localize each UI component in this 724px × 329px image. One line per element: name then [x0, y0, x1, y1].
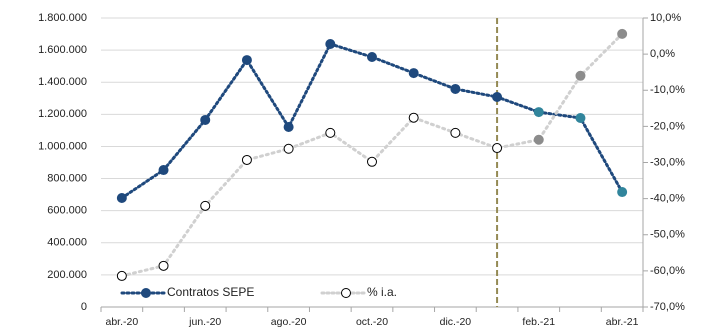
y-tick-label: 0 — [81, 301, 87, 313]
y2-tick-label: -40,0% — [650, 193, 685, 205]
data-point — [241, 55, 252, 66]
data-point — [408, 112, 419, 123]
data-point — [575, 113, 586, 124]
data-point — [200, 200, 211, 211]
data-point — [158, 165, 169, 176]
y2-tick-label: -10,0% — [650, 84, 685, 96]
x-tick-label: abr.-21 — [606, 316, 639, 328]
x-tick-label: dic.-20 — [440, 316, 472, 328]
y2-tick-label: 0,0% — [650, 48, 675, 60]
data-point — [283, 143, 294, 154]
y2-tick-label: -70,0% — [650, 301, 685, 313]
y2-tick-label: -60,0% — [650, 265, 685, 277]
data-point — [325, 39, 336, 50]
data-point — [241, 154, 252, 165]
y-tick-label: 600.000 — [47, 205, 87, 217]
y2-tick-label: 10,0% — [650, 12, 681, 24]
y-tick-label: 400.000 — [47, 237, 87, 249]
data-point — [533, 134, 544, 145]
x-tick-label: ago.-20 — [271, 316, 307, 328]
legend-marker — [141, 288, 151, 298]
x-tick-label: feb.-21 — [522, 316, 555, 328]
data-point — [116, 192, 127, 203]
data-point — [200, 114, 211, 125]
data-point — [283, 122, 294, 133]
data-point — [325, 127, 336, 138]
series-line — [120, 42, 624, 200]
x-tick-label: jun.-20 — [188, 316, 221, 328]
data-point — [450, 127, 461, 138]
data-point — [617, 187, 628, 198]
data-point — [116, 270, 127, 281]
legend-marker — [341, 288, 351, 298]
data-point — [533, 107, 544, 118]
data-point — [408, 68, 419, 79]
y2-tick-label: -20,0% — [650, 120, 685, 132]
y2-tick-label: -30,0% — [650, 156, 685, 168]
x-tick-label: oct.-20 — [356, 316, 388, 328]
y-tick-label: 800.000 — [47, 172, 87, 184]
y-tick-label: 1.200.000 — [38, 108, 87, 120]
data-point — [492, 91, 503, 102]
data-point — [492, 143, 503, 154]
y-tick-label: 200.000 — [47, 269, 87, 281]
data-point — [367, 156, 377, 167]
x-tick-label: abr.-20 — [105, 316, 138, 328]
data-point — [617, 28, 628, 39]
y-tick-label: 1.400.000 — [38, 76, 87, 88]
data-point — [158, 260, 169, 271]
data-point — [450, 83, 461, 94]
legend-label: % i.a. — [367, 285, 397, 299]
legend-label: Contratos SEPE — [167, 285, 254, 299]
data-point — [575, 70, 586, 81]
y-tick-label: 1.800.000 — [38, 12, 87, 24]
data-point — [367, 52, 377, 63]
series-line — [120, 32, 624, 278]
y2-tick-label: -50,0% — [650, 229, 685, 241]
y-tick-label: 1.000.000 — [38, 140, 87, 152]
y-tick-label: 1.600.000 — [38, 44, 87, 56]
